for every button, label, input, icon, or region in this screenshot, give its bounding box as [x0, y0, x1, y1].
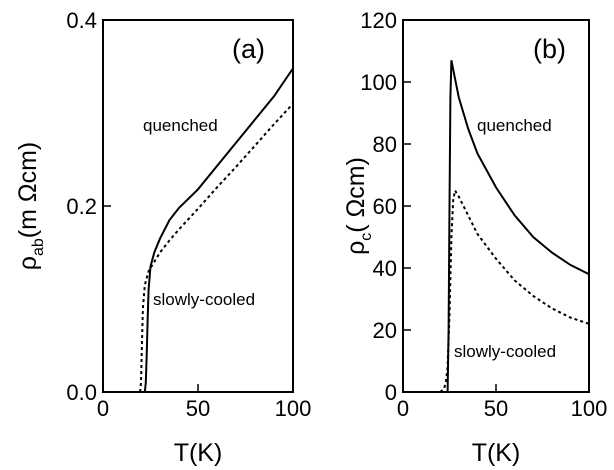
panel-a-y-tick-label: 0.2	[66, 194, 97, 219]
panel-b-frame	[402, 19, 590, 393]
panel-b-y-axis-subscript: c	[358, 233, 375, 241]
panel-a-ticks: 0 50 100 0.0 0.2 0.4	[66, 8, 311, 421]
panel-a-x-axis-title: T(K)	[174, 439, 223, 467]
panel-a-y-axis-subscript: ab	[30, 238, 47, 256]
panel-b-x-tick-label: 0	[397, 396, 409, 421]
panel-a-x-tick-label: 100	[275, 396, 312, 421]
panel-a-slowly-cooled-label: slowly-cooled	[153, 290, 255, 309]
panel-b-quenched-label: quenched	[477, 116, 552, 135]
panel-b-y-tick-label: 60	[373, 194, 397, 219]
panel-a-x-tick-label: 0	[97, 396, 109, 421]
panel-b-x-tick-label: 50	[484, 396, 508, 421]
panel-b-y-tick-label: 120	[360, 8, 397, 33]
panel-a-y-tick-label: 0.4	[66, 8, 97, 33]
panel-b-y-axis-title: ρc( Ωcm)	[342, 157, 375, 255]
panel-b: 0 50 100 0 20 40 60 80 100 120 (b) quenched slowl…	[342, 8, 607, 467]
panel-a-y-axis-symbol: ρ	[14, 256, 42, 270]
panel-b-curves	[439, 60, 589, 392]
panel-a-quenched-line	[143, 67, 293, 392]
panel-b-slowly-cooled-label: slowly-cooled	[454, 342, 556, 361]
panel-b-x-tick-label: 100	[571, 396, 608, 421]
panel-a-slowly-cooled-line	[139, 103, 293, 392]
panel-b-slowly-cooled-line	[439, 187, 589, 392]
panel-b-y-axis-symbol: ρ	[342, 241, 370, 255]
panel-a-y-tick-label: 0.0	[66, 380, 97, 405]
panel-b-tag: (b)	[533, 34, 566, 64]
panel-b-quenched-line	[446, 60, 589, 392]
panel-b-y-axis-unit: ( Ωcm)	[342, 157, 370, 233]
panel-a-tag: (a)	[232, 34, 265, 64]
panel-a-y-axis-title: ρab(m Ωcm)	[14, 142, 47, 270]
panel-b-x-axis-title: T(K)	[472, 439, 521, 467]
panel-a: 0 50 100 0.0 0.2 0.4 (a) quenched slowly-cool…	[14, 8, 311, 467]
panel-a-curves	[139, 67, 293, 392]
panel-a-x-tick-label: 50	[186, 396, 210, 421]
panel-a-quenched-label: quenched	[143, 116, 218, 135]
panel-b-y-tick-label: 100	[360, 70, 397, 95]
panel-b-ticks: 0 50 100 0 20 40 60 80 100 120	[360, 8, 607, 421]
panel-a-frame	[102, 19, 294, 393]
panel-b-y-tick-label: 0	[385, 380, 397, 405]
panel-b-y-tick-label: 40	[373, 256, 397, 281]
panel-b-y-tick-label: 20	[373, 318, 397, 343]
panel-a-y-axis-unit: (m Ωcm)	[14, 142, 42, 238]
panel-b-y-tick-label: 80	[373, 132, 397, 157]
